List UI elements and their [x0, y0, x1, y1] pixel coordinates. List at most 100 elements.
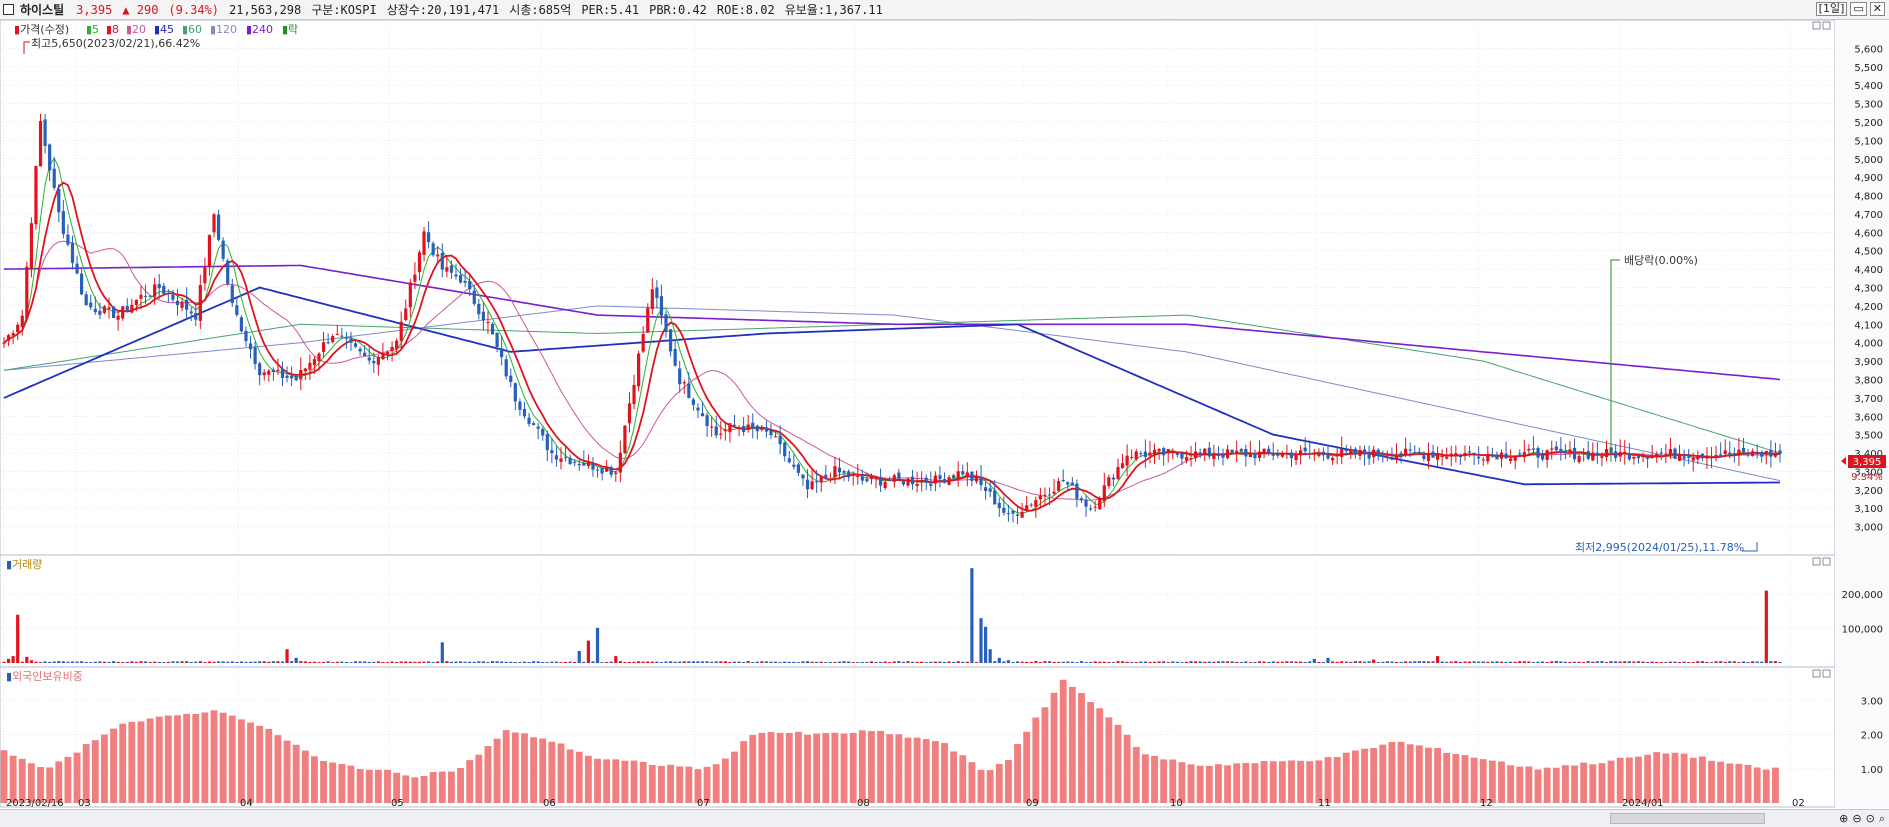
volume-bar — [1627, 661, 1631, 663]
panel-close-icon[interactable] — [1822, 21, 1831, 30]
candle-body — [1623, 451, 1627, 455]
panel-minimize-icon[interactable] — [1812, 21, 1821, 30]
volume-bar — [308, 661, 312, 663]
candle-body — [1075, 483, 1079, 499]
candle-body — [1614, 451, 1618, 458]
volume-bar — [1143, 661, 1147, 663]
candle-body — [1732, 453, 1736, 455]
foreign-bar — [1388, 741, 1396, 803]
volume-bar — [1139, 661, 1143, 663]
candle-body — [445, 267, 449, 272]
foreign-bar — [849, 732, 857, 803]
date-tick-label: 04 — [240, 798, 253, 808]
volume-bar — [796, 662, 801, 663]
candle-body — [1139, 453, 1143, 455]
search-icon[interactable]: ⌕ — [1878, 812, 1885, 825]
volume-bar — [910, 661, 915, 663]
candle-body — [29, 223, 33, 270]
panel-buttons[interactable] — [1812, 21, 1831, 678]
panel-minimize-icon[interactable] — [1812, 669, 1821, 678]
volume-bar — [280, 661, 285, 663]
stock-chart[interactable]: 3,000 3,100 3,200 3,300 3,400 3,500 3,600 3,700… — [0, 20, 1889, 808]
price-panel[interactable] — [0, 20, 1836, 556]
candle-body — [1668, 449, 1673, 454]
foreign-bar — [584, 755, 592, 803]
foreign-bar — [37, 766, 44, 803]
volume-bar — [1563, 661, 1568, 663]
foreign-bar — [1114, 724, 1122, 803]
zoom-reset-icon[interactable]: ⊙ — [1865, 812, 1875, 825]
candle-body — [915, 483, 919, 486]
candle-body — [1344, 449, 1348, 452]
volume-bar — [1723, 661, 1727, 663]
volume-bar — [1760, 661, 1764, 663]
volume-bar — [1586, 661, 1590, 663]
candle-body — [764, 427, 769, 432]
volume-bar — [1111, 662, 1116, 663]
candle-body — [906, 478, 910, 486]
candle-body — [331, 336, 335, 343]
date-tick-label: 07 — [697, 798, 710, 808]
volume-bar — [1276, 661, 1280, 663]
candle-body — [1632, 456, 1636, 459]
volume-bar — [810, 661, 814, 663]
candle-body — [1089, 508, 1093, 510]
foreign-bar — [1717, 761, 1725, 803]
volume-bar — [1646, 661, 1650, 663]
volume-bar — [1751, 661, 1755, 663]
volume-bar — [157, 661, 161, 663]
foreign-bar — [1461, 755, 1469, 803]
horizontal-scrollbar[interactable]: ⊕ ⊖ ⊙ ⌕ — [0, 809, 1889, 827]
volume-bar — [1066, 661, 1070, 663]
volume-bar — [1089, 661, 1093, 663]
volume-bar — [66, 661, 70, 663]
volume-bar — [1773, 661, 1778, 663]
close-window-icon[interactable]: ✕ — [1869, 2, 1885, 16]
foreign-bar — [1059, 679, 1067, 803]
zoom-out-icon[interactable]: ⊖ — [1852, 812, 1862, 825]
candle-body — [426, 232, 431, 243]
scrollbar-thumb[interactable] — [1610, 813, 1765, 824]
volume-panel[interactable] — [0, 554, 1836, 668]
candle-body — [1408, 449, 1412, 451]
foreign-bar — [895, 734, 903, 803]
volume-bar — [878, 661, 883, 663]
restore-window-icon[interactable]: ▭ — [1850, 2, 1867, 16]
panel-close-icon[interactable] — [1822, 557, 1831, 566]
candle-body — [983, 487, 988, 491]
candle-body — [303, 368, 307, 372]
candle-body — [1120, 463, 1125, 468]
zoom-in-icon[interactable]: ⊕ — [1839, 812, 1849, 825]
candle-body — [1175, 453, 1179, 455]
foreign-bar — [1351, 750, 1359, 803]
volume-bar — [395, 662, 399, 663]
panel-minimize-icon[interactable] — [1812, 557, 1821, 566]
foreign-bar — [1543, 767, 1551, 803]
volume-bar — [723, 661, 727, 663]
foreign-bar — [521, 733, 528, 803]
candle-body — [1057, 481, 1061, 491]
foreign-bar — [977, 769, 985, 803]
checkbox-icon[interactable] — [3, 4, 14, 15]
candle-body — [1303, 447, 1307, 452]
candle-body — [1755, 452, 1759, 455]
candle-body — [153, 284, 157, 297]
period-selector[interactable]: [1일] — [1815, 2, 1848, 16]
price-tick-label: 5,300 — [1854, 100, 1883, 111]
candle-body — [495, 332, 499, 348]
candle-body — [1335, 455, 1339, 457]
foreign-bar — [228, 715, 236, 803]
candle-body — [267, 370, 271, 375]
panel-close-icon[interactable] — [1822, 669, 1831, 678]
volume-bar — [1440, 661, 1444, 663]
volume-bar — [618, 661, 622, 663]
candle-body — [778, 435, 782, 445]
volume-bar — [258, 661, 262, 663]
foreign-bar — [758, 732, 766, 803]
volume-bar — [1267, 662, 1271, 663]
foreign-bar — [1050, 692, 1058, 803]
volume-bar — [737, 661, 741, 663]
foreign-bar — [658, 765, 665, 803]
volume-bar — [1477, 661, 1481, 663]
volume-bar — [577, 650, 581, 663]
